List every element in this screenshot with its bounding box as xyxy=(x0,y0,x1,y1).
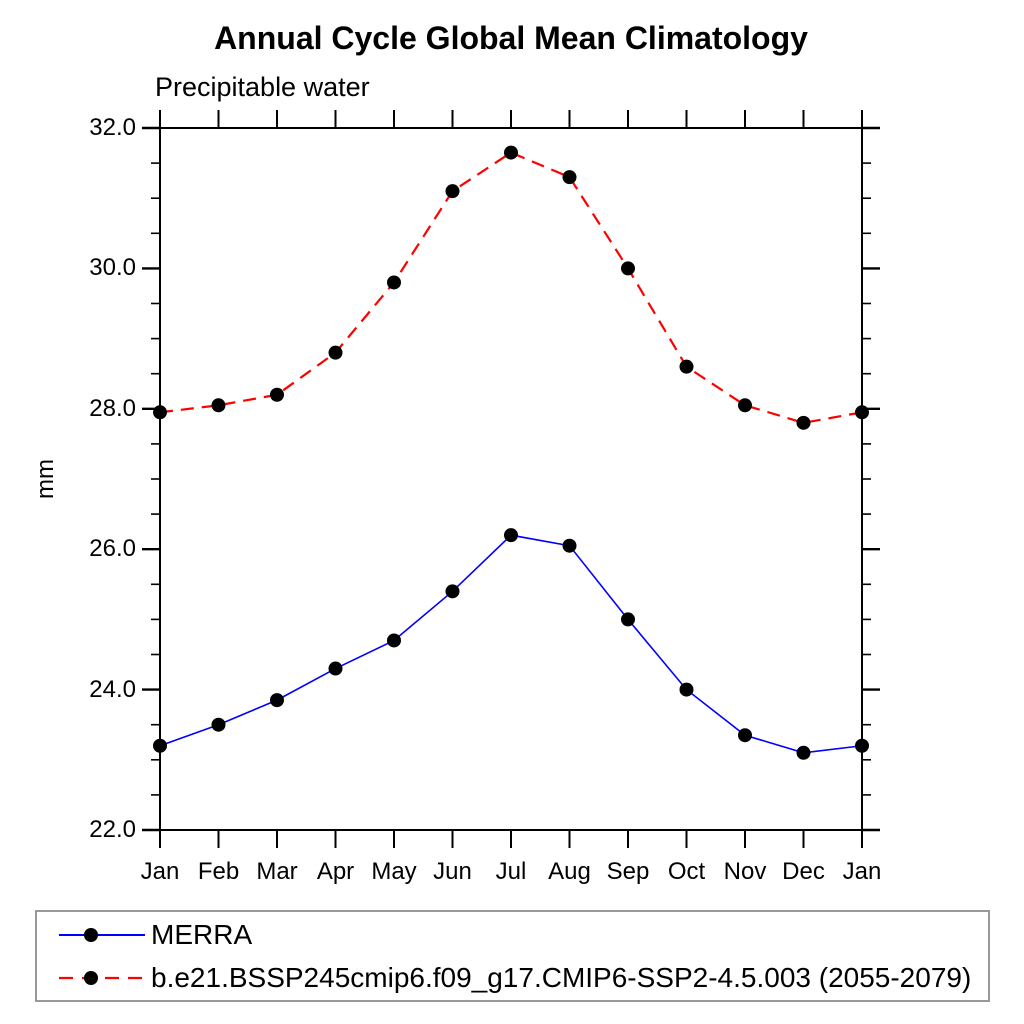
data-point-marker xyxy=(738,398,752,413)
legend: MERRA b.e21.BSSP245cmip6.f09_g17.CMIP6-S… xyxy=(35,910,990,1002)
data-point-marker xyxy=(504,528,518,543)
x-tick-label: Dec xyxy=(782,858,825,885)
data-point-marker xyxy=(153,738,167,753)
data-point-marker xyxy=(211,717,226,732)
data-point-marker xyxy=(855,738,869,753)
data-point-marker xyxy=(445,584,460,599)
data-point-marker xyxy=(387,275,401,290)
x-tick-label: May xyxy=(371,858,417,885)
chart-subtitle: Precipitable water xyxy=(155,72,370,102)
legend-label-model: b.e21.BSSP245cmip6.f09_g17.CMIP6-SSP2-4.… xyxy=(151,961,972,993)
legend-entry-merra: MERRA xyxy=(37,913,988,956)
data-point-marker xyxy=(504,145,518,160)
x-tick-label: Jan xyxy=(140,858,180,885)
data-point-marker xyxy=(328,345,343,360)
x-tick-label: Sep xyxy=(606,858,650,885)
data-point-marker xyxy=(621,261,635,276)
y-tick-label: 28.0 xyxy=(89,394,136,422)
plot-frame xyxy=(159,127,863,831)
data-point-marker xyxy=(328,661,343,676)
chart-title: Annual Cycle Global Mean Climatology xyxy=(214,20,808,56)
data-point-marker xyxy=(445,184,460,199)
x-tick-label: Oct xyxy=(667,858,706,885)
series-line-1 xyxy=(159,151,863,424)
y-tick-label: 30.0 xyxy=(89,254,136,282)
y-tick-label: 32.0 xyxy=(89,114,136,141)
data-point-marker xyxy=(270,387,284,402)
x-tick-label: Jan xyxy=(842,858,882,885)
series-line-0 xyxy=(159,534,863,754)
data-point-marker xyxy=(679,682,694,697)
legend-label-merra: MERRA xyxy=(151,918,253,950)
x-tick-label: Nov xyxy=(723,858,767,885)
data-point-marker xyxy=(153,405,167,420)
data-point-marker xyxy=(270,693,284,708)
x-tick-label: Jul xyxy=(495,858,527,885)
legend-marker-dot-icon xyxy=(84,927,98,942)
y-tick-label: 24.0 xyxy=(89,675,136,703)
legend-entry-model: b.e21.BSSP245cmip6.f09_g17.CMIP6-SSP2-4.… xyxy=(37,956,988,999)
x-tick-label: Apr xyxy=(316,858,355,885)
data-point-marker xyxy=(679,359,694,374)
y-tick-label: 22.0 xyxy=(89,816,136,843)
data-point-marker xyxy=(562,170,577,185)
data-point-marker xyxy=(855,405,869,420)
data-point-marker xyxy=(562,538,577,553)
x-tick-label: Feb xyxy=(197,858,240,885)
legend-marker-dot-icon xyxy=(84,970,98,985)
data-point-marker xyxy=(796,415,811,430)
data-point-marker xyxy=(387,633,401,648)
y-tick-label: 26.0 xyxy=(89,535,136,563)
x-tick-label: Aug xyxy=(548,858,591,885)
data-point-marker xyxy=(621,612,635,627)
data-point-marker xyxy=(211,398,226,413)
data-point-marker xyxy=(796,745,811,760)
legend-line-sample-merra xyxy=(59,927,145,942)
x-tick-label: Jun xyxy=(433,858,472,885)
x-tick-label: Mar xyxy=(256,858,298,885)
data-point-marker xyxy=(738,728,752,743)
legend-line-sample-model xyxy=(59,970,145,985)
